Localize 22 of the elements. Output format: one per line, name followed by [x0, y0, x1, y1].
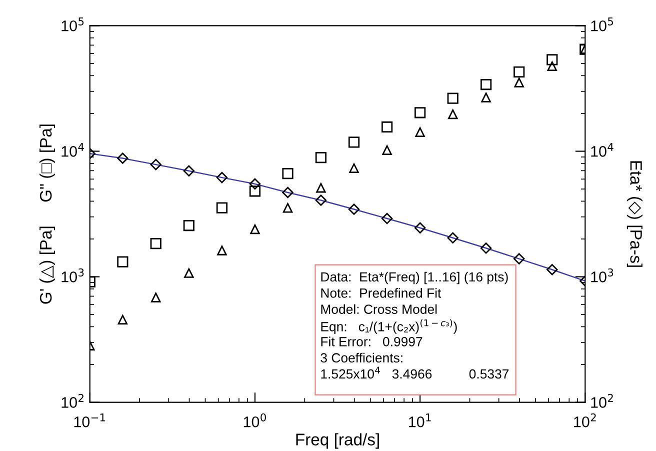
text: 1.525x10$^{4}$ 3.4966 0.5337 [321, 366, 509, 379]
annotation: Data: Eta*(Freq) [1..16] (16 pts) [321, 272, 508, 284]
text: 10$^{3}$ [591, 268, 614, 282]
y-tick-label: 10$^{4}$ [62, 143, 84, 157]
text: 10$^{4}$ [591, 143, 614, 157]
x-tick-label: 10$^{2}$ [574, 413, 596, 428]
y2-axis-title: Eta* (◇) [Pa-s] [626, 161, 642, 267]
annotation: Eqn: c₁/(1+(c₂x)$^{(1−c₃)}$) [321, 319, 457, 334]
y-tick-label: 10$^{2}$ [62, 394, 84, 408]
annotation: Fit Error: 0.9997 [321, 336, 422, 346]
x-tick-label: 10$^{0}$ [244, 413, 266, 428]
text: 10$^{2}$ [591, 394, 613, 408]
x-axis-title: Freq [rad/s] [296, 433, 379, 449]
x-tick-label: 10$^{1}$ [409, 414, 431, 428]
annotation: 3 Coefficients: [320, 352, 402, 363]
x-tick-label: 10$^{−1}$ [74, 414, 106, 428]
annotation: Model: Cross Model [321, 304, 437, 314]
text: 10$^{5}$ [591, 17, 614, 32]
y-tick-label: 10$^{5}$ [62, 17, 84, 32]
y-tick-label: 10$^{3}$ [62, 268, 84, 282]
y-axis-title: G' (△) [Pa] G" (□) [Pa] [39, 124, 56, 304]
annotation: Note: Predefined Fit [321, 288, 442, 298]
